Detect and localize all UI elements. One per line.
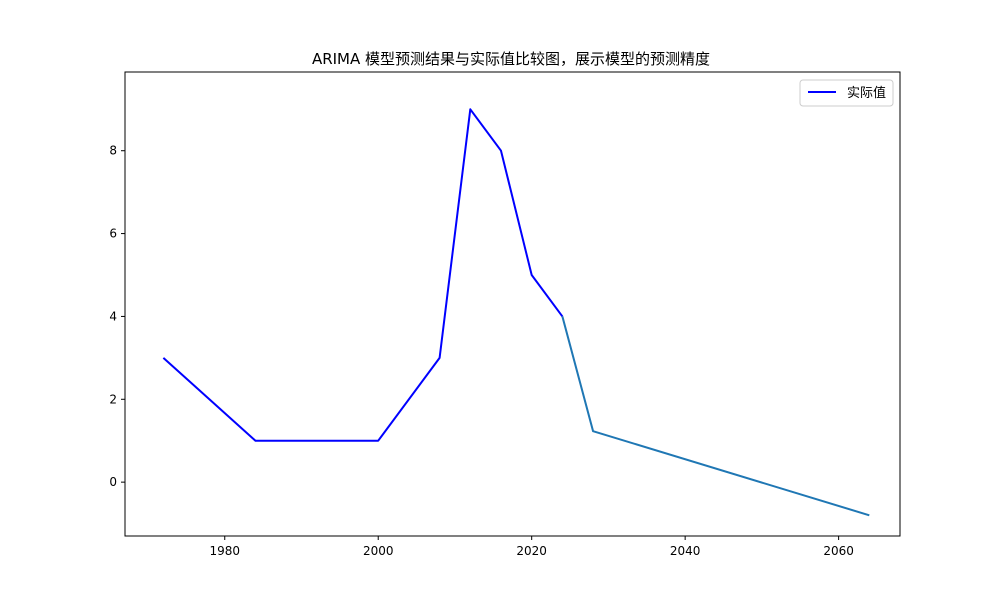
y-tick-label: 8 xyxy=(109,144,117,158)
legend-box xyxy=(799,79,894,107)
y-tick-label: 0 xyxy=(109,475,117,489)
legend-label: 实际值 xyxy=(847,85,886,101)
x-axis: 1980 2000 2020 2040 2060 xyxy=(209,536,854,558)
plot-frame xyxy=(124,71,901,537)
y-tick-label: 2 xyxy=(109,392,117,406)
y-axis: 0 2 4 6 8 xyxy=(109,144,125,489)
y-tick-label: 4 xyxy=(109,309,117,323)
x-tick-label: 2020 xyxy=(516,544,547,558)
x-tick-label: 2060 xyxy=(823,544,854,558)
y-tick-label: 6 xyxy=(109,227,117,241)
chart-title: ARIMA 模型预测结果与实际值比较图，展示模型的预测精度 xyxy=(312,50,710,68)
series-line-0 xyxy=(162,108,564,442)
series-layer xyxy=(162,108,870,517)
x-tick-label: 2040 xyxy=(670,544,701,558)
x-tick-label: 1980 xyxy=(209,544,240,558)
x-tick-label: 2000 xyxy=(363,544,394,558)
series-line-1 xyxy=(561,316,870,517)
legend: 实际值 xyxy=(799,79,894,107)
